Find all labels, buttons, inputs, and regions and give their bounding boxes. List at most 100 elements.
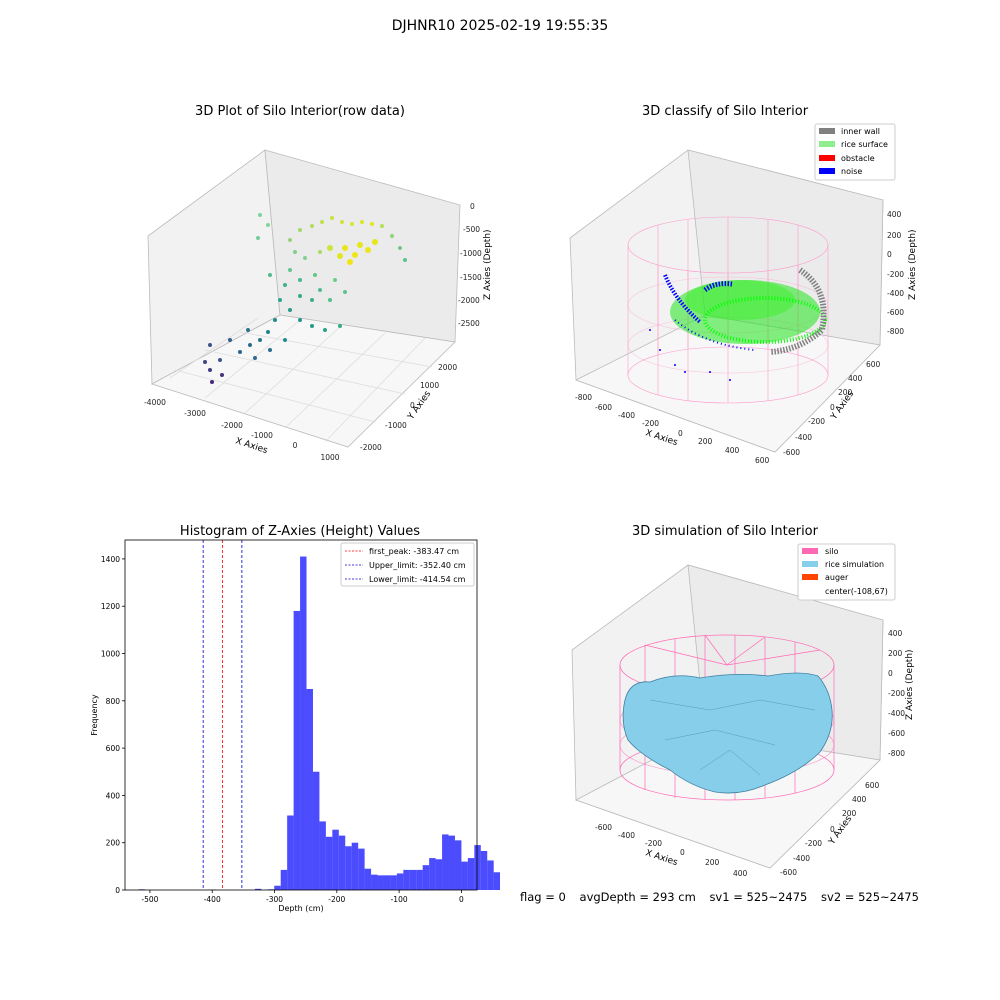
- avg-depth-value: avgDepth = 293 cm: [579, 890, 696, 904]
- classify-ztick: -200: [887, 270, 904, 279]
- classify-rice-surface: [670, 280, 827, 344]
- classify-ytick: -400: [795, 433, 812, 442]
- classify-3d-plot: -800 -600 -400 -200 0 200 400 600 -600 -…: [569, 123, 918, 465]
- histogram-bar: [364, 868, 372, 890]
- histogram-bar: [332, 829, 339, 890]
- histogram-bar: [396, 873, 404, 890]
- raw-ytick: -1000: [385, 421, 407, 430]
- legend-swatch: [802, 548, 818, 554]
- classify-xtick: 400: [725, 446, 740, 455]
- histogram-bar: [280, 869, 288, 890]
- raw-ztick: -2000: [458, 296, 480, 305]
- histogram-bar: [351, 842, 359, 890]
- raw-ytick: 1000: [420, 381, 439, 390]
- classify-zlabel: Z Axies (Depth): [908, 229, 918, 300]
- legend-label: auger: [825, 573, 849, 582]
- sv2-value: sv2 = 525~2475: [821, 890, 919, 904]
- simulation-ytick: -600: [780, 868, 797, 877]
- legend-label: silo: [825, 547, 839, 556]
- simulation-xtick: -400: [618, 831, 635, 840]
- histogram-xtick-label: -400: [204, 895, 221, 904]
- histogram-ytick-label: 1400: [101, 555, 120, 564]
- status-footer: flag = 0 avgDepth = 293 cm sv1 = 525~247…: [520, 890, 929, 904]
- legend-label: noise: [841, 167, 862, 176]
- legend-label: obstacle: [841, 154, 875, 163]
- histogram-vlines: [202, 540, 243, 890]
- classify-xtick: -800: [575, 393, 592, 402]
- legend-swatch: [819, 128, 835, 134]
- histogram-bar: [448, 835, 455, 890]
- histogram-bar: [312, 771, 320, 890]
- classify-xtick: 600: [755, 456, 770, 465]
- classify-ztick: -400: [887, 289, 904, 298]
- legend-swatch: [802, 561, 818, 567]
- raw-xtick: 0: [293, 441, 298, 450]
- legend-label: center(-108,67): [825, 587, 888, 596]
- histogram-bar: [422, 865, 430, 890]
- histogram-xtick-label: -300: [266, 895, 283, 904]
- raw-xtick: -3000: [184, 409, 206, 418]
- histogram-xtick-label: -500: [141, 895, 158, 904]
- simulation-zlabel: Z Axies (Depth): [905, 649, 915, 720]
- simulation-ztick: 0: [888, 669, 893, 678]
- histogram-bar: [358, 848, 365, 890]
- histogram-panel-title: Histogram of Z-Axies (Height) Values: [179, 524, 421, 539]
- raw-ytick: 0: [410, 401, 415, 410]
- classify-noise: [649, 274, 756, 381]
- histogram-bar: [319, 821, 326, 890]
- histogram-bar: [371, 874, 378, 890]
- histogram-yticks: 0 200 400 600 800 1000 1200 1400: [101, 555, 125, 895]
- classify-xtick: -400: [618, 411, 635, 420]
- classify-legend: inner wall rice surface obstacle noise: [814, 123, 896, 181]
- histogram-ytick-label: 600: [106, 744, 121, 753]
- histogram-ytick-label: 0: [115, 886, 120, 895]
- raw-axis-ticks: -4000 -3000 -2000 -1000 0 1000 -2000 -10…: [144, 202, 482, 462]
- raw-ytick: -2000: [360, 443, 382, 452]
- simulation-xtick: -600: [595, 823, 612, 832]
- raw-3d-box: [147, 149, 461, 448]
- histogram-xtick-label: -200: [328, 895, 345, 904]
- legend-label: inner wall: [841, 127, 880, 136]
- simulation-ytick: 600: [865, 781, 880, 790]
- raw-3d-plot: -4000 -3000 -2000 -1000 0 1000 -2000 -10…: [144, 149, 493, 462]
- histogram-bars: [138, 556, 500, 890]
- classify-ytick: 200: [838, 388, 853, 397]
- classify-ytick: -600: [783, 448, 800, 457]
- classify-ztick: -600: [887, 308, 904, 317]
- sv1-value: sv1 = 525~2475: [709, 890, 808, 904]
- legend-label: Lower_limit: -414.54 cm: [369, 575, 466, 584]
- simulation-3d-plot: -600 -400 -200 0 200 400 -600 -400 -200 …: [571, 543, 915, 878]
- simulation-xlabel: X Axies: [644, 848, 679, 868]
- histogram-bar: [325, 836, 333, 890]
- simulation-xtick: 200: [705, 858, 720, 867]
- histogram-xtick-label: -100: [391, 895, 408, 904]
- histogram-plot: -500 -400 -300 -200 -100 0 0 200 400 600 800 1000 1…: [90, 539, 500, 913]
- histogram-bar: [274, 885, 281, 890]
- classify-xlabel: X Axies: [644, 428, 679, 448]
- histogram-bar: [254, 888, 262, 890]
- histogram-bar: [467, 858, 475, 890]
- histogram-xlabel: Depth (cm): [278, 904, 323, 913]
- classify-ytick: -200: [808, 417, 825, 426]
- simulation-panel-title: 3D simulation of Silo Interior: [632, 524, 818, 539]
- simulation-axis-ticks: -600 -400 -200 0 200 400 -600 -400 -200 …: [595, 629, 905, 878]
- simulation-ytick: 400: [852, 795, 867, 804]
- histogram-legend: first_peak: -383.47 cm Upper_limit: -352…: [340, 542, 475, 587]
- legend-label: Upper_limit: -352.40 cm: [369, 561, 466, 570]
- classify-panel-title: 3D classify of Silo Interior: [641, 104, 809, 119]
- classify-ztick: 200: [887, 231, 902, 240]
- raw-ztick: -500: [463, 225, 480, 234]
- raw-zlabel: Z Axies (Depth): [483, 229, 493, 300]
- histogram-bar: [429, 858, 436, 890]
- histogram-bar: [442, 834, 449, 890]
- simulation-xtick: 0: [680, 848, 685, 857]
- histogram-bar: [345, 846, 352, 890]
- histogram-bar: [454, 840, 462, 890]
- simulation-ytick: 200: [842, 809, 857, 818]
- histogram-bar: [377, 875, 384, 890]
- histogram-bar: [493, 872, 500, 890]
- histogram-bar: [435, 859, 443, 890]
- raw-ytick: 2000: [438, 363, 457, 372]
- classify-ztick: 0: [887, 250, 892, 259]
- histogram-bar: [487, 860, 494, 890]
